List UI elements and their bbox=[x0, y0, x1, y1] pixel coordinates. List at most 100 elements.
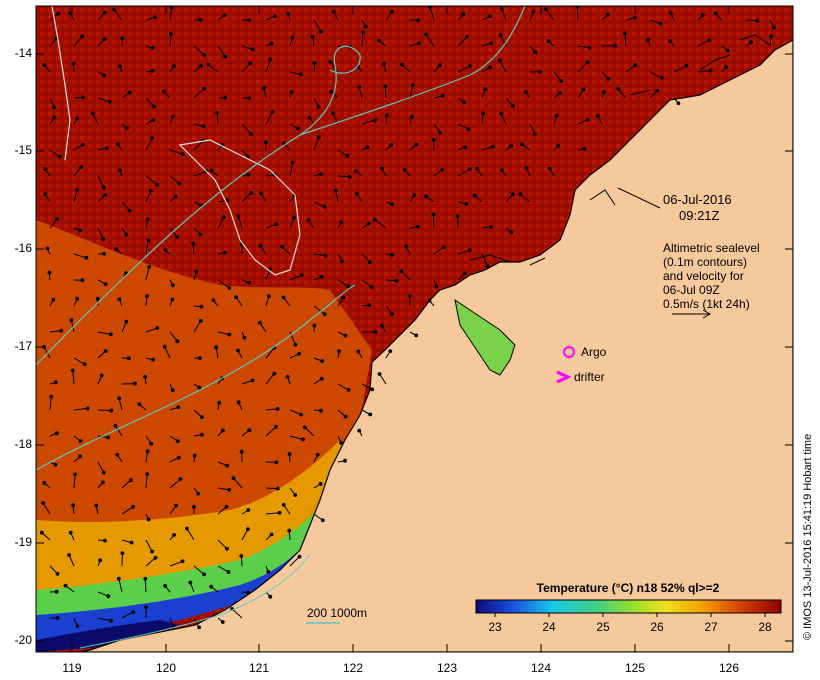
colorbar-ticks bbox=[494, 613, 766, 617]
velocity-arrow-head bbox=[177, 455, 181, 460]
velocity-arrow-head bbox=[312, 61, 317, 65]
velocity-arrow-head bbox=[109, 618, 113, 623]
velocity-arrow-head bbox=[150, 69, 155, 73]
velocity-arrow bbox=[265, 373, 275, 385]
velocity-arrow-head bbox=[266, 569, 271, 574]
velocity-arrow-head bbox=[366, 221, 371, 226]
velocity-arrow-head bbox=[236, 400, 241, 405]
velocity-arrow-head bbox=[487, 14, 492, 19]
velocity-arrow-head bbox=[402, 168, 407, 172]
velocity-arrow-head bbox=[99, 373, 104, 378]
velocity-arrow-head bbox=[247, 280, 252, 285]
velocity-arrow-head bbox=[290, 35, 295, 40]
velocity-arrow-head bbox=[416, 224, 420, 229]
velocity-arrow-head bbox=[143, 375, 148, 379]
velocity-arrow-head bbox=[343, 458, 347, 463]
velocity-arrow-head bbox=[623, 31, 627, 36]
velocity-arrow bbox=[73, 189, 78, 203]
velocity-arrow-head bbox=[43, 167, 48, 172]
velocity-arrow-head bbox=[331, 111, 335, 116]
velocity-arrow-head bbox=[188, 580, 193, 585]
velocity-arrow-head bbox=[155, 326, 160, 330]
velocity-arrow bbox=[217, 45, 226, 57]
velocity-arrow-head bbox=[322, 204, 327, 209]
velocity-arrow-head bbox=[246, 154, 250, 159]
velocity-arrow-head bbox=[49, 394, 54, 399]
colorbar-title: Temperature (°C) n18 52% ql>=2 bbox=[536, 581, 720, 595]
velocity-arrow bbox=[164, 346, 171, 359]
velocity-arrow-head bbox=[199, 64, 204, 68]
velocity-arrow-head bbox=[47, 270, 52, 275]
velocity-arrow-head bbox=[356, 349, 361, 354]
velocity-arrow-head bbox=[40, 530, 44, 535]
velocity-arrow-head bbox=[438, 63, 442, 68]
velocity-arrow bbox=[457, 123, 469, 130]
velocity-arrow-head bbox=[274, 460, 279, 465]
velocity-arrow-head bbox=[463, 271, 467, 276]
velocity-arrow bbox=[118, 398, 123, 411]
velocity-arrow-head bbox=[58, 154, 62, 159]
velocity-arrow-head bbox=[94, 503, 99, 508]
velocity-arrow-head bbox=[180, 559, 185, 564]
velocity-arrow-head bbox=[98, 558, 103, 563]
velocity-arrow-head bbox=[162, 89, 166, 94]
velocity-arrow-head bbox=[42, 481, 47, 485]
velocity-arrow-head bbox=[116, 576, 121, 581]
velocity-arrow-head bbox=[331, 9, 336, 14]
velocity-arrow-head bbox=[225, 546, 229, 551]
velocity-arrow-head bbox=[236, 214, 241, 219]
velocity-arrow-head bbox=[146, 238, 151, 243]
velocity-arrow bbox=[697, 70, 711, 73]
velocity-arrow-head bbox=[290, 160, 295, 165]
velocity-arrow-head bbox=[225, 198, 230, 203]
velocity-arrow-head bbox=[347, 174, 352, 179]
velocity-arrow-head bbox=[281, 295, 286, 300]
velocity-arrow-head bbox=[315, 452, 320, 457]
velocity-arrow bbox=[425, 34, 435, 47]
velocity-arrow-head bbox=[106, 435, 111, 440]
velocity-arrow-head bbox=[319, 408, 323, 413]
velocity-arrow bbox=[68, 554, 75, 567]
velocity-arrow-head bbox=[268, 57, 273, 62]
velocity-arrow-head bbox=[379, 323, 384, 328]
velocity-arrow-head bbox=[67, 553, 71, 557]
velocity-arrow bbox=[241, 528, 249, 541]
velocity-arrow-head bbox=[250, 47, 255, 52]
velocity-arrow bbox=[361, 279, 372, 288]
velocity-arrow-head bbox=[199, 304, 204, 309]
velocity-arrow-head bbox=[346, 284, 351, 289]
velocity-arrow-head bbox=[101, 185, 106, 190]
velocity-arrow bbox=[379, 373, 387, 385]
velocity-arrow-head bbox=[102, 37, 107, 41]
velocity-arrow-head bbox=[329, 89, 334, 94]
velocity-arrow-head bbox=[511, 104, 515, 108]
velocity-arrow-head bbox=[222, 250, 227, 255]
velocity-arrow-head bbox=[755, 18, 760, 23]
velocity-arrow-head bbox=[191, 241, 196, 246]
velocity-arrow-head bbox=[149, 441, 154, 446]
velocity-arrow bbox=[265, 59, 271, 73]
velocity-arrow bbox=[145, 175, 158, 185]
velocity-arrow bbox=[186, 528, 195, 541]
velocity-arrow bbox=[145, 327, 158, 333]
velocity-arrow-head bbox=[339, 220, 344, 225]
velocity-arrow-head bbox=[341, 295, 346, 300]
legend-line: Altimetric sealevel bbox=[663, 241, 760, 255]
velocity-arrow-head bbox=[595, 114, 600, 118]
velocity-arrow-head bbox=[197, 625, 202, 630]
velocity-arrow bbox=[673, 65, 687, 73]
lon-label: 125 bbox=[624, 661, 646, 675]
velocity-arrow-head bbox=[306, 218, 311, 223]
velocity-arrow bbox=[92, 113, 99, 125]
velocity-arrow bbox=[457, 249, 470, 255]
velocity-arrow bbox=[553, 71, 562, 82]
velocity-arrow-head bbox=[175, 339, 180, 344]
velocity-arrow bbox=[265, 408, 278, 411]
velocity-arrow-head bbox=[546, 39, 551, 44]
velocity-arrow-head bbox=[616, 87, 621, 91]
velocity-arrow-head bbox=[185, 526, 189, 531]
drifter-label: drifter bbox=[574, 370, 605, 384]
velocity-arrow bbox=[97, 617, 112, 622]
velocity-arrow-head bbox=[198, 356, 202, 361]
velocity-arrow-head bbox=[498, 33, 503, 37]
